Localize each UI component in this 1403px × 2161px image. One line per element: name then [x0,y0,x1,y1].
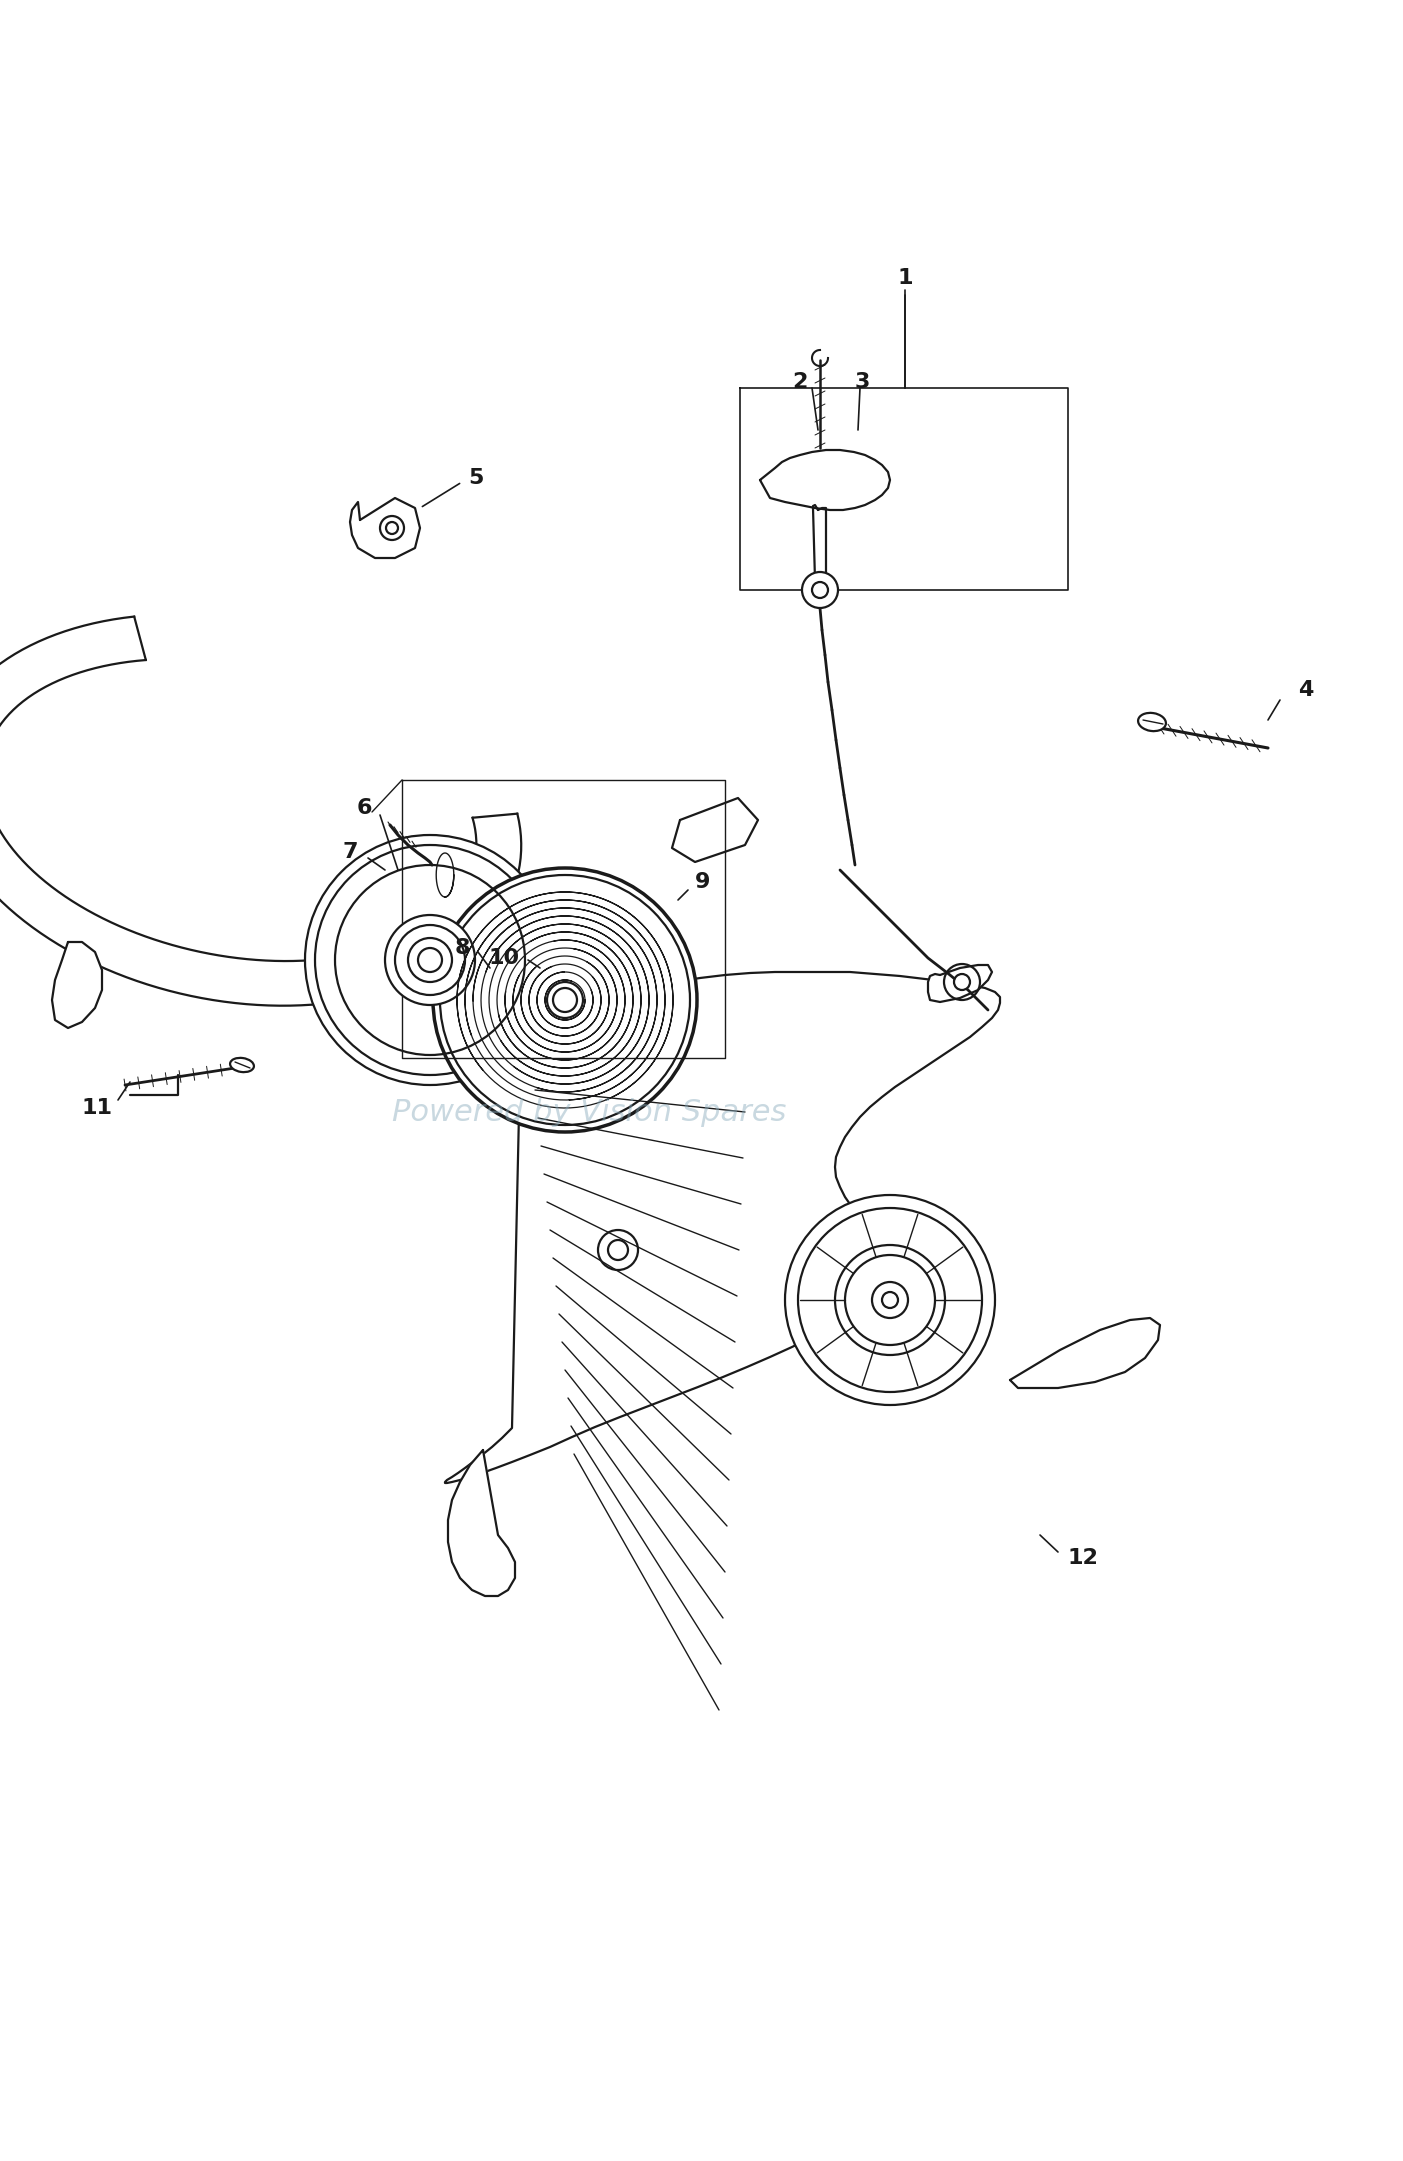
Circle shape [882,1292,898,1307]
Text: 7: 7 [342,843,358,862]
Polygon shape [812,506,826,586]
Circle shape [547,981,584,1018]
Text: 1: 1 [898,268,913,287]
Polygon shape [760,449,890,510]
Text: 4: 4 [1298,681,1313,700]
Circle shape [434,869,697,1132]
Polygon shape [349,497,419,558]
Text: 10: 10 [488,949,521,968]
Polygon shape [0,616,522,1005]
Circle shape [304,834,556,1085]
Circle shape [418,949,442,972]
Circle shape [803,573,838,607]
Text: Powered by Vision Spares: Powered by Vision Spares [391,1098,787,1128]
Text: 6: 6 [356,797,372,819]
Polygon shape [448,1450,515,1597]
Polygon shape [445,972,1000,1482]
Circle shape [384,914,476,1005]
Text: 5: 5 [469,469,484,488]
Polygon shape [927,966,992,1003]
Circle shape [954,975,969,990]
Text: 11: 11 [81,1098,112,1117]
Text: 3: 3 [854,372,870,391]
Text: 12: 12 [1068,1547,1099,1569]
Polygon shape [672,797,758,862]
Circle shape [786,1195,995,1405]
Ellipse shape [230,1059,254,1072]
Text: 2: 2 [793,372,808,391]
Polygon shape [52,942,102,1029]
Text: 9: 9 [694,873,710,892]
Circle shape [835,1245,946,1355]
Polygon shape [1010,1318,1160,1387]
Text: 8: 8 [455,938,470,957]
Ellipse shape [1138,713,1166,730]
